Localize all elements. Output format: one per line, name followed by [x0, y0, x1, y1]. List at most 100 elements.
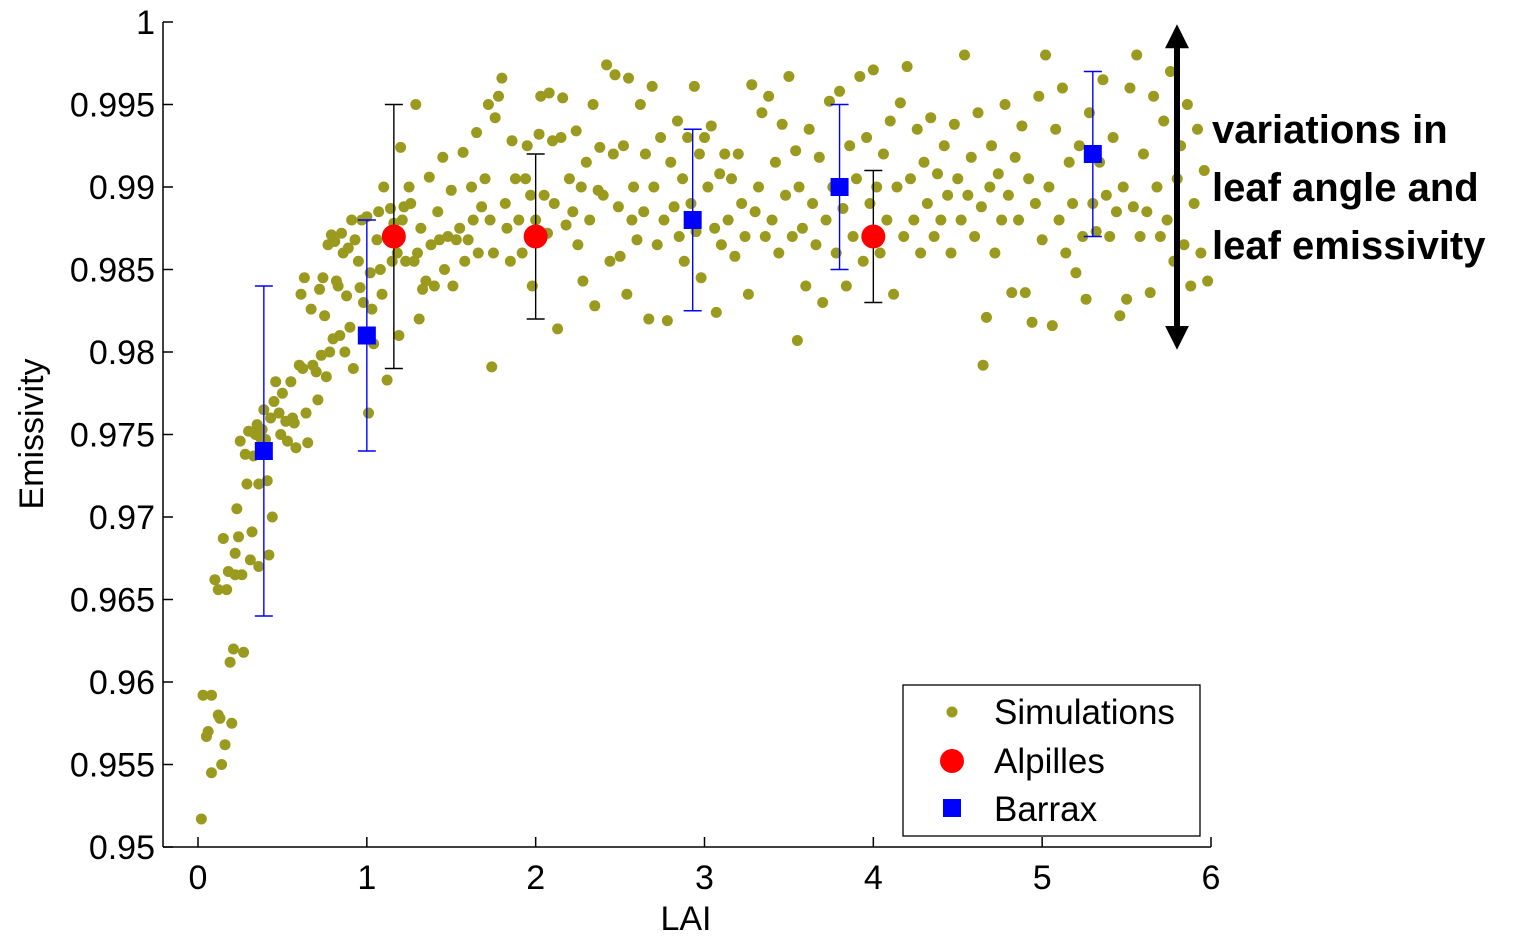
simulation-point [1107, 132, 1119, 143]
simulation-point [295, 288, 307, 300]
simulation-point [695, 272, 707, 284]
simulation-point [363, 407, 375, 419]
simulation-point [336, 227, 348, 239]
x-tick-label: 4 [864, 859, 883, 897]
simulation-point [948, 118, 960, 130]
simulation-point [1080, 293, 1092, 305]
simulation-point [1063, 156, 1075, 168]
simulation-point [319, 310, 331, 322]
simulation-point [393, 330, 405, 341]
simulation-point [623, 72, 635, 84]
simulation-point [962, 189, 974, 201]
simulation-point [501, 222, 513, 234]
simulation-point [638, 206, 650, 218]
annotation: variations in leaf angle and leaf emissivi… [1165, 24, 1486, 350]
simulation-point [607, 148, 619, 160]
simulation-point [552, 323, 564, 335]
simulation-point [408, 255, 420, 267]
simulation-point [366, 303, 378, 315]
y-tick-label: 0.985 [70, 252, 155, 290]
simulation-point [714, 168, 726, 180]
simulation-point [347, 363, 359, 374]
simulation-point [651, 239, 663, 251]
simulation-point [888, 288, 900, 300]
simulation-point [442, 231, 454, 242]
simulation-point [509, 173, 521, 185]
simulation-point [570, 125, 582, 137]
simulation-point [577, 275, 589, 287]
simulation-point [466, 181, 478, 193]
simulation-point [1131, 49, 1143, 61]
simulation-point [547, 135, 559, 147]
simulation-point [224, 656, 236, 668]
simulation-point [1002, 189, 1014, 201]
simulation-point [1060, 247, 1072, 259]
simulation-point [1110, 206, 1122, 218]
simulation-point [467, 214, 479, 226]
y-axis-label: Emissivity [13, 358, 51, 509]
simulation-point [800, 280, 812, 292]
simulation-point [320, 371, 332, 383]
legend-label-alpilles: Alpilles [994, 742, 1105, 781]
simulation-point [867, 64, 879, 76]
simulation-point [980, 311, 992, 323]
simulation-point [813, 151, 825, 163]
simulation-point [817, 297, 829, 308]
simulation-point [1181, 99, 1193, 110]
simulation-point [847, 231, 859, 242]
simulation-point [1050, 123, 1062, 135]
simulation-point [1148, 90, 1160, 102]
simulation-point [231, 503, 243, 515]
simulation-point [499, 198, 511, 209]
simulation-point [239, 448, 251, 460]
simulation-point [214, 712, 226, 724]
simulation-point [1195, 247, 1207, 259]
alpilles-point [381, 224, 406, 249]
simulation-point [1056, 82, 1068, 94]
simulation-point [209, 574, 221, 586]
simulation-point [557, 92, 569, 104]
simulation-point [965, 151, 977, 163]
simulation-point [253, 478, 265, 490]
simulation-point [1053, 214, 1065, 226]
simulation-point [780, 189, 792, 201]
simulation-point [820, 214, 832, 226]
simulation-point [454, 222, 466, 234]
simulation-point [395, 141, 407, 153]
y-tick-label: 0.995 [70, 87, 155, 125]
simulation-point [921, 198, 933, 209]
y-tick-label: 1 [136, 4, 155, 42]
simulation-point [202, 726, 214, 737]
simulation-point [410, 99, 422, 110]
simulation-point [376, 288, 388, 300]
simulation-point [710, 306, 722, 318]
simulation-point [722, 214, 734, 226]
simulation-point [1097, 74, 1109, 86]
simulation-point [238, 646, 250, 658]
simulation-point [1006, 287, 1018, 299]
simulation-point [221, 584, 233, 596]
simulation-point [942, 189, 954, 201]
simulation-point [881, 214, 893, 226]
simulation-point [476, 201, 488, 213]
simulation-point [1029, 198, 1041, 209]
simulation-point [938, 140, 950, 152]
simulation-point [1114, 310, 1126, 322]
simulation-point [783, 70, 795, 82]
simulation-point [1185, 280, 1197, 292]
simulation-point [275, 429, 287, 440]
simulation-point [1019, 287, 1031, 299]
simulation-point [1117, 181, 1129, 193]
simulation-point [329, 235, 341, 247]
simulation-point [212, 584, 224, 596]
simulation-point [661, 315, 673, 327]
simulation-point [671, 115, 683, 127]
simulation-point [268, 396, 280, 407]
simulation-point [673, 231, 685, 242]
simulation-point [617, 140, 629, 152]
legend: Simulations Alpilles Barrax [902, 684, 1201, 837]
simulation-point [1036, 234, 1048, 246]
simulation-point [891, 181, 903, 193]
simulation-point [810, 239, 822, 251]
simulation-point [226, 717, 238, 729]
